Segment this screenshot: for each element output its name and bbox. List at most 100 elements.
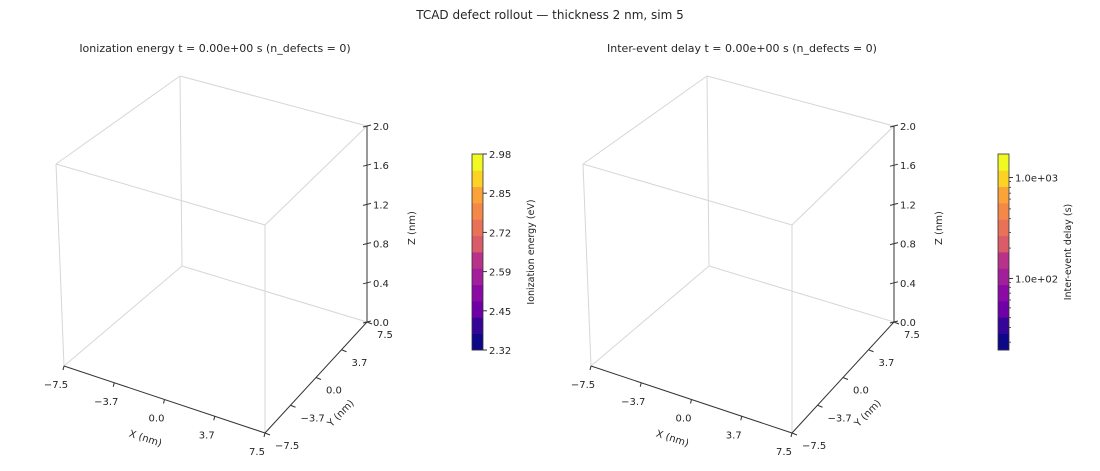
- y-tick: [290, 404, 296, 408]
- z-tick: [889, 124, 899, 128]
- pane-edge: [179, 75, 368, 127]
- pane-edge: [179, 75, 183, 267]
- x-tick-label: 3.7: [726, 430, 742, 441]
- z-tick: [889, 242, 899, 246]
- z-axis-label: Z (nm): [407, 211, 418, 245]
- colorbar-segment: [472, 170, 483, 188]
- y-tick-label: 3.7: [879, 358, 895, 369]
- z-tick-label: 0.0: [900, 318, 916, 329]
- x-tick-label: 0.0: [149, 414, 165, 425]
- x-tick-label: −3.7: [621, 397, 645, 408]
- z-tick: [889, 202, 899, 206]
- z-tick: [889, 320, 899, 324]
- x-tick: [62, 365, 65, 371]
- z-tick-label: 0.4: [900, 279, 916, 290]
- z-tick-label: 0.8: [900, 240, 916, 251]
- colorbar-segment: [998, 284, 1009, 302]
- panel-ionization-energy: Ionization energy t = 0.00e+00 s (n_defe…: [44, 42, 537, 458]
- y-tick-label: 0.0: [853, 386, 869, 397]
- colorbar-segment: [998, 186, 1009, 204]
- x-tick-label: 7.5: [776, 447, 792, 458]
- pane-edge: [791, 125, 895, 226]
- colorbar-tick-label: 2.98: [489, 150, 511, 161]
- x-axis-label: X (nm): [654, 429, 690, 450]
- colorbar-segment: [998, 203, 1009, 220]
- colorbar-segment: [472, 284, 483, 302]
- z-tick: [362, 242, 372, 246]
- colorbar-label: Ionization energy (eV): [526, 199, 537, 304]
- y-tick: [264, 432, 271, 436]
- colorbar-tick-label: 2.32: [489, 346, 511, 357]
- y-tick: [341, 349, 347, 353]
- x-tick-label: −3.7: [94, 397, 118, 408]
- colorbar-segment: [472, 252, 483, 269]
- colorbar-segment: [998, 268, 1009, 286]
- x-tick-label: −7.5: [44, 380, 68, 391]
- pane-edge: [264, 125, 368, 226]
- z-tick: [362, 281, 372, 285]
- x-tick: [639, 382, 642, 387]
- colorbar-segment: [472, 219, 483, 237]
- y-tick: [842, 377, 849, 380]
- y-tick-label: 0.0: [326, 386, 342, 397]
- colorbar-segment: [998, 301, 1009, 318]
- y-tick-label: −7.5: [275, 441, 299, 452]
- colorbar-tick-label: 2.59: [489, 268, 511, 279]
- colorbar-segment: [472, 154, 483, 171]
- pane-edge: [582, 75, 708, 165]
- colorbar-tick-label: 2.45: [489, 307, 511, 318]
- pane-edge: [590, 265, 710, 367]
- x-tick: [112, 382, 115, 387]
- z-tick-label: 1.6: [373, 161, 389, 172]
- y-axis-label: Y (nm): [325, 398, 357, 430]
- colorbar-tick-label: 1.0e+02: [1015, 274, 1058, 285]
- colorbar-segment: [472, 203, 483, 220]
- z-tick: [362, 202, 372, 206]
- z-tick-label: 2.0: [900, 122, 916, 133]
- x-tick: [790, 432, 793, 438]
- z-tick-label: 1.6: [900, 161, 916, 172]
- colorbar-segment: [472, 268, 483, 286]
- z-tick: [889, 163, 899, 167]
- x-tick-label: 0.0: [676, 414, 692, 425]
- colorbar-segment: [472, 186, 483, 204]
- pane-edge: [63, 265, 183, 367]
- colorbar-tick-label: 2.72: [489, 228, 511, 239]
- z-tick: [362, 124, 372, 128]
- colorbar-segment: [998, 235, 1009, 253]
- x-tick: [263, 432, 266, 438]
- x-tick-label: 3.7: [199, 430, 215, 441]
- z-tick: [362, 320, 372, 324]
- z-tick-label: 1.2: [373, 200, 389, 211]
- y-tick-label: 7.5: [904, 330, 920, 341]
- pane-edge: [55, 163, 65, 367]
- z-tick-label: 1.2: [900, 200, 916, 211]
- colorbar-label: Inter-event delay (s): [1063, 204, 1074, 301]
- colorbar-segment: [472, 235, 483, 253]
- colorbar-segment: [472, 333, 483, 351]
- y-tick-label: −7.5: [802, 441, 826, 452]
- z-tick-label: 0.4: [373, 279, 389, 290]
- x-tick: [690, 399, 692, 404]
- x-tick: [589, 365, 592, 371]
- z-tick: [362, 163, 372, 167]
- y-tick: [366, 321, 373, 325]
- x-axis-label: X (nm): [127, 429, 163, 450]
- x-tick: [163, 399, 165, 404]
- z-axis-label: Z (nm): [934, 211, 945, 245]
- y-tick-label: −3.7: [301, 413, 325, 424]
- colorbar-frame: [997, 153, 1010, 351]
- colorbar: 1.0e+02 1.0e+03 Inter-event delay (s): [997, 153, 1074, 351]
- y-tick: [893, 321, 900, 325]
- pane-edge: [706, 75, 710, 267]
- y-tick-label: 3.7: [352, 358, 368, 369]
- colorbar: 2.32 2.45 2.59 2.72 2.85 2.98 Ionization energ…: [471, 150, 537, 357]
- colorbar-segment: [998, 154, 1009, 171]
- x-tick-label: −7.5: [571, 380, 595, 391]
- colorbar-tick-label: 2.85: [489, 189, 511, 200]
- pane-edge: [181, 265, 368, 323]
- panel-inter-event-delay: Inter-event delay t = 0.00e+00 s (n_defe…: [571, 42, 1074, 458]
- pane-edge: [582, 163, 793, 226]
- colorbar-segment: [998, 333, 1009, 351]
